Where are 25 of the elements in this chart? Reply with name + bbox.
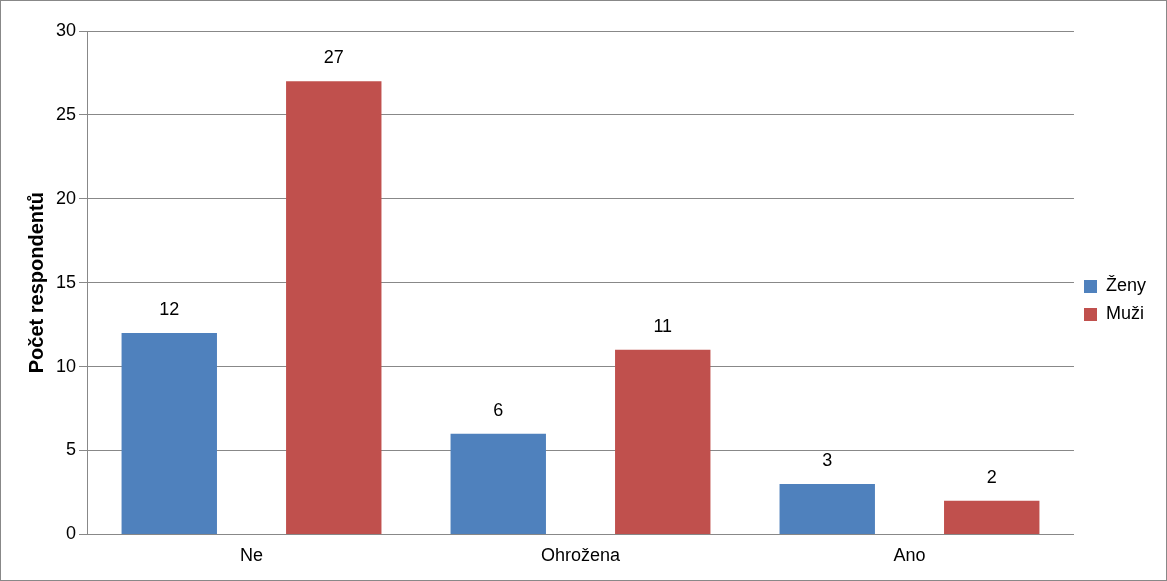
y-tick-label: 25 [55,103,77,124]
bar [779,484,875,534]
legend-label: Muži [1105,303,1144,324]
bar [944,500,1040,534]
data-label: 11 [653,315,673,336]
y-tick-label: 15 [55,271,77,292]
y-tick-label: 5 [66,439,77,460]
x-tick-label: Ohrožena [540,545,622,566]
y-axis-title: Počet respondentů [24,192,47,374]
data-label: 27 [323,47,344,68]
data-label: 2 [986,466,997,487]
y-tick-label: 20 [55,187,77,208]
data-label: 3 [822,450,833,471]
data-label: 12 [159,299,180,320]
bar [615,349,711,534]
bar [286,81,382,534]
y-tick-label: 30 [55,19,77,40]
x-tick-label: Ano [893,545,926,566]
bar [121,333,217,534]
y-tick-label: 10 [55,355,77,376]
legend-label: Ženy [1105,275,1147,296]
bar [450,433,546,534]
x-tick-label: Ne [240,545,264,566]
y-tick-label: 0 [66,523,77,544]
data-label: 6 [493,399,504,420]
